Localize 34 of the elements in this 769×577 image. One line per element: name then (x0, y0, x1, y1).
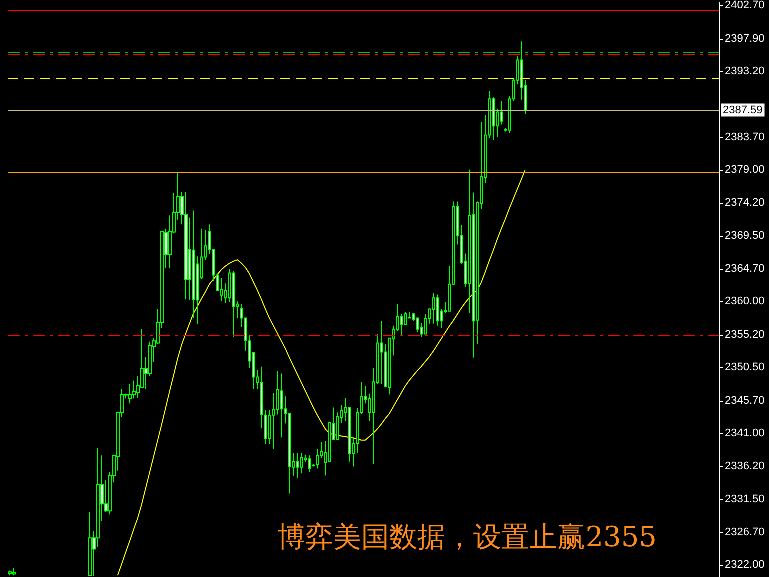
candlestick (416, 318, 419, 333)
y-tick-label: 2369.50 (725, 230, 765, 242)
y-tick-label: 2345.70 (725, 394, 765, 407)
candlestick (220, 278, 223, 302)
y-tick-label: 2402.70 (725, 0, 765, 12)
candlestick (128, 384, 132, 404)
y-tick-label: 2350.50 (725, 362, 765, 374)
candlestick (296, 453, 299, 480)
candlestick (380, 320, 383, 385)
y-tick-label: 2341.00 (725, 427, 765, 440)
y-tick-label: 2383.70 (725, 131, 765, 144)
candlestick (260, 366, 263, 430)
y-tick-label: 2326.70 (725, 526, 765, 539)
y-tick-label: 2374.20 (725, 197, 765, 210)
candlestick (300, 452, 303, 474)
candlestick (432, 292, 435, 324)
y-tick-label: 2364.70 (725, 263, 765, 276)
y-tick-label: 2393.20 (725, 65, 765, 78)
candlestick (436, 294, 439, 326)
y-tick-label: 2355.20 (725, 328, 765, 341)
candlestick (264, 410, 267, 446)
y-tick-label: 2322.00 (725, 559, 765, 572)
candlestick (308, 455, 311, 473)
y-tick-label: 2336.20 (725, 460, 765, 473)
y-tick-label: 2379.00 (725, 164, 765, 176)
candlestick (232, 270, 235, 338)
y-tick-label: 2360.00 (725, 296, 765, 308)
candlestick (280, 373, 283, 438)
annotation: 博弈美国数据，设置止赢2355 (278, 520, 658, 554)
candlestick (184, 192, 188, 300)
y-tick-label: 2397.90 (725, 32, 765, 45)
ref-line-label: 2387.59 (723, 104, 763, 116)
candlestick (132, 380, 136, 400)
y-tick-label: 2331.50 (725, 493, 765, 506)
